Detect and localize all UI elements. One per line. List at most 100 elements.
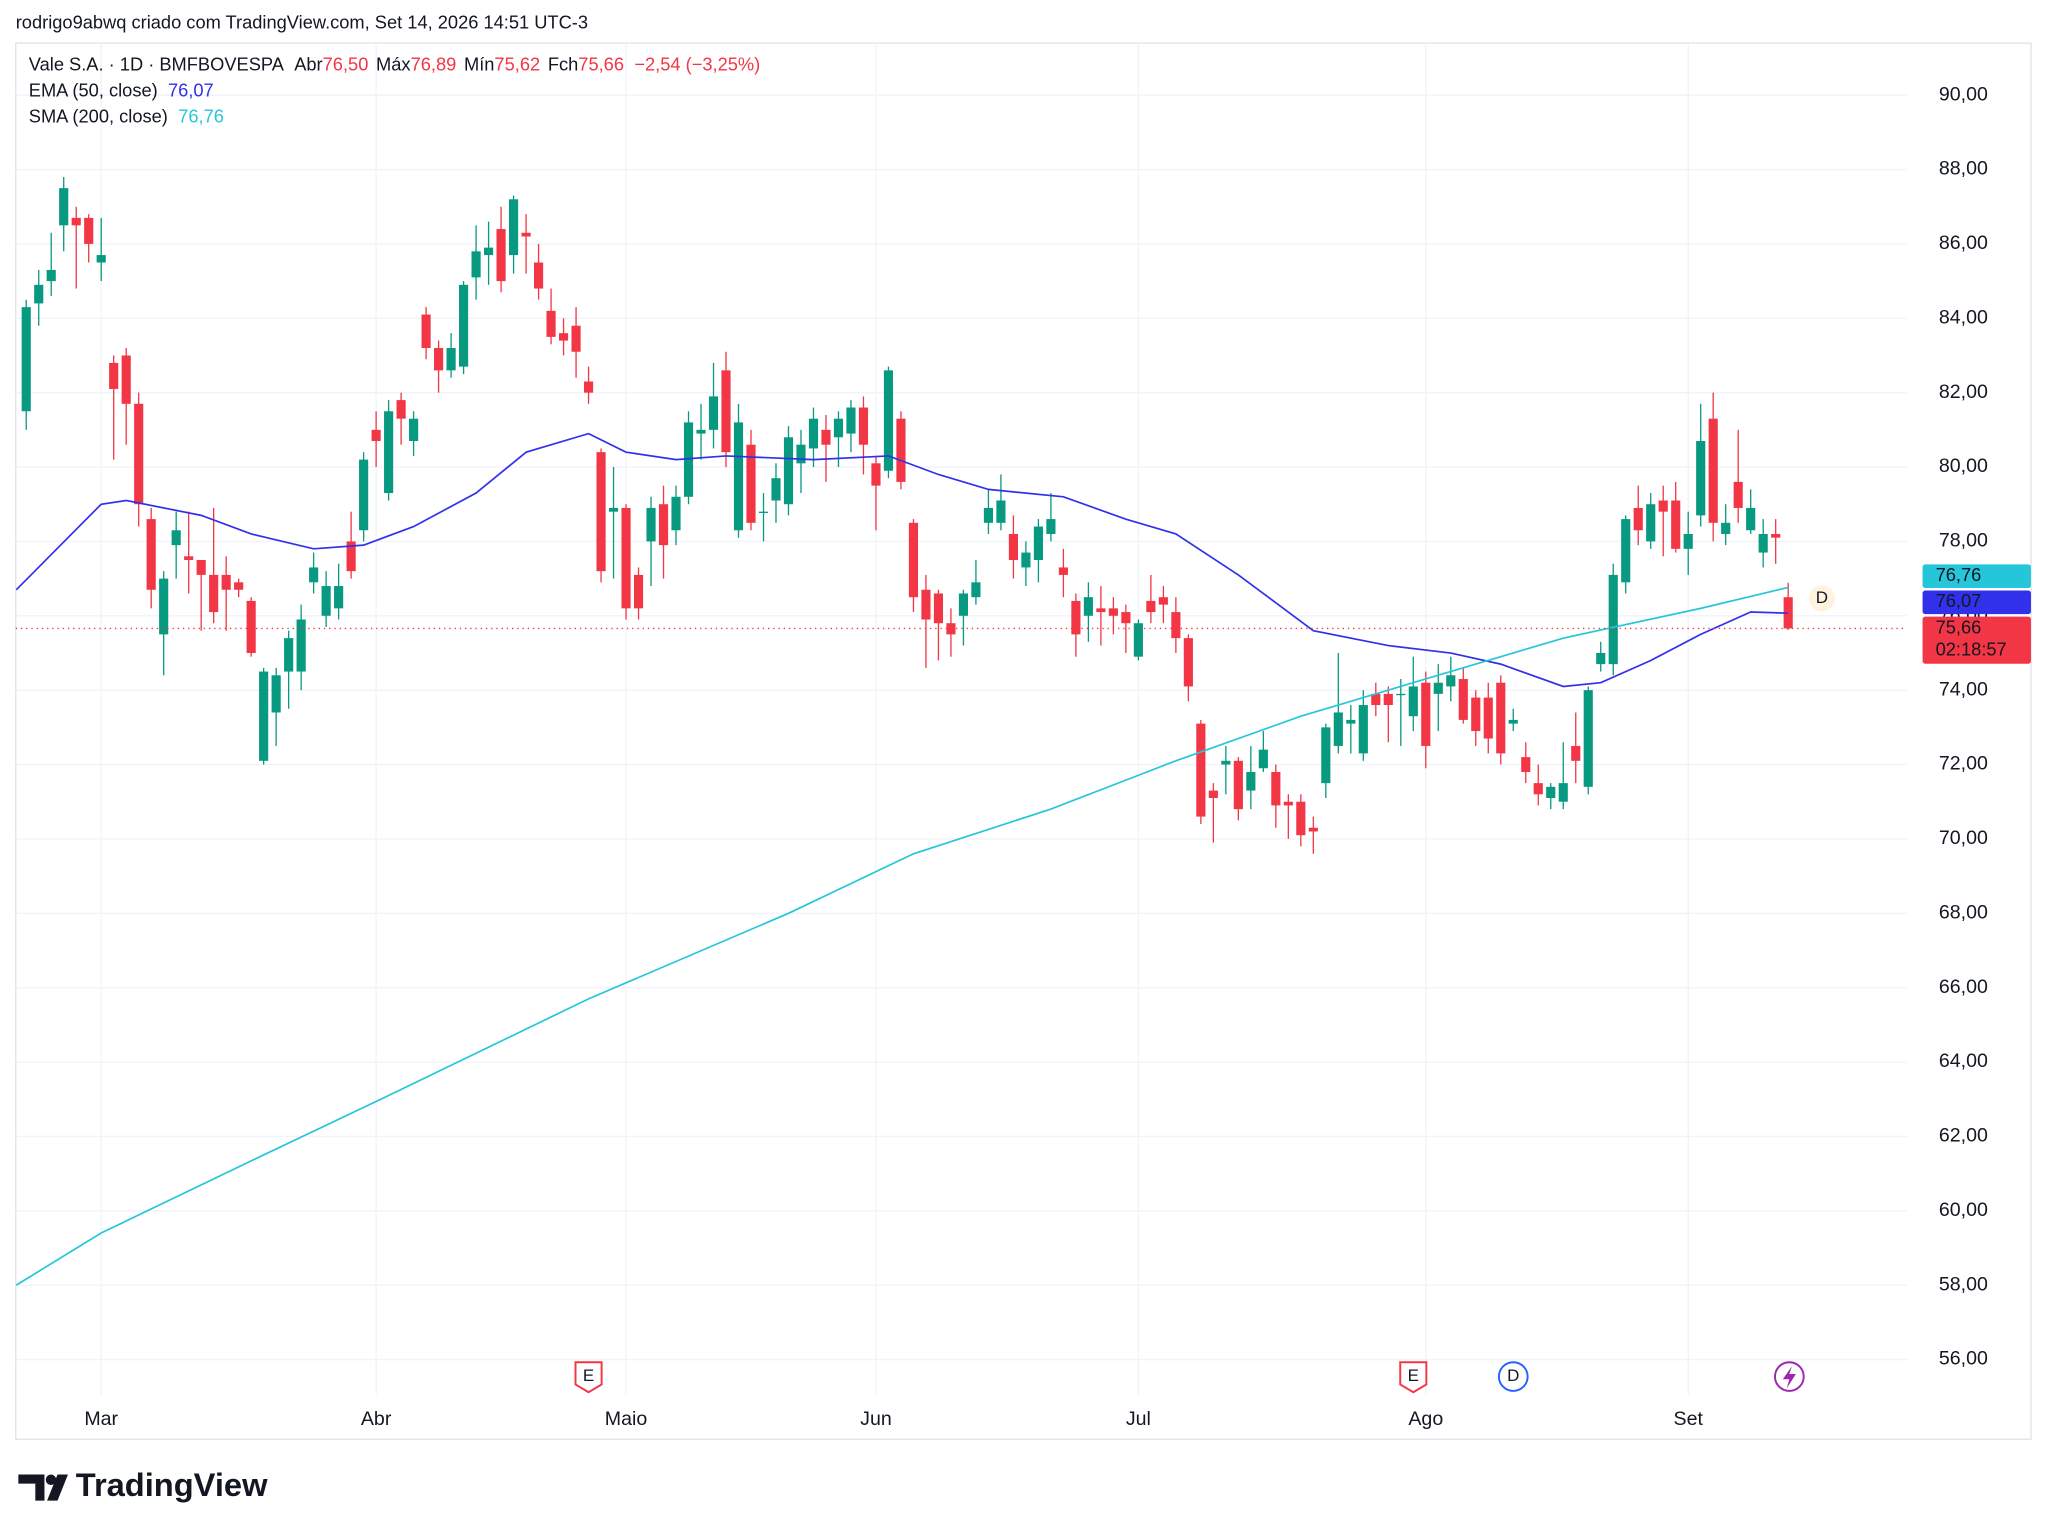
candle-body bbox=[1321, 727, 1331, 784]
candle-body bbox=[34, 284, 44, 304]
countdown: 02:18:57 bbox=[1936, 638, 2007, 659]
candle-body bbox=[1658, 500, 1668, 512]
candle-body bbox=[1196, 723, 1206, 817]
candle-body bbox=[1183, 638, 1193, 687]
price-label-box bbox=[1922, 590, 2031, 615]
candle-body bbox=[558, 333, 569, 341]
logo-part bbox=[45, 1474, 57, 1485]
candle-body bbox=[1333, 712, 1343, 746]
candle-body bbox=[958, 593, 969, 616]
candle-body bbox=[121, 355, 131, 404]
ohlc-label: Abr bbox=[294, 53, 322, 74]
candle-body bbox=[858, 407, 869, 445]
ohlc-value: 75,66 bbox=[578, 53, 624, 74]
candle-body bbox=[1271, 771, 1281, 806]
candle-body bbox=[1371, 693, 1381, 706]
candle-body bbox=[733, 422, 744, 531]
candle-body bbox=[1408, 686, 1418, 717]
candle-body bbox=[583, 381, 594, 393]
candle-body bbox=[234, 582, 244, 590]
line-value: 76,07 bbox=[168, 79, 214, 100]
candle-body bbox=[1733, 481, 1743, 508]
candle-body bbox=[1646, 504, 1656, 542]
y-tick-label: 80,00 bbox=[1939, 455, 1988, 477]
candle-body bbox=[1471, 697, 1481, 732]
candle-body bbox=[796, 444, 806, 464]
ohlc-label: Máx bbox=[376, 53, 411, 74]
y-tick-label: 88,00 bbox=[1939, 158, 1988, 180]
candle-body bbox=[808, 418, 819, 449]
candle-body bbox=[533, 262, 544, 289]
ohlc-value: 76,50 bbox=[323, 53, 369, 74]
candle-body bbox=[459, 284, 469, 367]
candle-body bbox=[1146, 600, 1156, 613]
candle-body bbox=[1008, 533, 1018, 561]
legend-line: SMA (200, close) 76,76 bbox=[29, 105, 224, 126]
candle-body bbox=[346, 541, 356, 572]
candle-body bbox=[246, 600, 256, 653]
candle-body bbox=[521, 232, 531, 237]
y-tick-label: 62,00 bbox=[1939, 1125, 1988, 1147]
candle-body bbox=[633, 574, 644, 609]
candle-body bbox=[1708, 418, 1718, 523]
candle-body bbox=[484, 247, 494, 256]
plot bbox=[15, 176, 1793, 1286]
candle-body bbox=[883, 370, 894, 471]
candle-body bbox=[1071, 600, 1081, 635]
y-tick-label: 90,00 bbox=[1939, 83, 1988, 105]
candle-body bbox=[1633, 507, 1643, 531]
line-value: 76,76 bbox=[178, 105, 224, 126]
candle-body bbox=[783, 437, 794, 505]
candle-body bbox=[209, 574, 219, 613]
candle-body bbox=[896, 418, 906, 482]
indicator-line bbox=[15, 432, 1789, 688]
ohlc-label: Fch bbox=[548, 53, 578, 74]
logo-part bbox=[18, 1474, 45, 1501]
candle-body bbox=[1121, 612, 1131, 624]
candle-body bbox=[21, 307, 31, 412]
legend-line: EMA (50, close) 76,07 bbox=[29, 79, 214, 100]
candle-body bbox=[1496, 682, 1506, 754]
candle-body bbox=[1596, 652, 1606, 665]
candle-body bbox=[1046, 519, 1056, 534]
candle-body bbox=[1058, 567, 1068, 575]
candle-body bbox=[721, 370, 731, 453]
candle-body bbox=[1021, 552, 1031, 568]
symbol-title: Vale S.A. · 1D · BMFBOVESPA bbox=[29, 53, 285, 74]
candle-body bbox=[608, 507, 619, 512]
candle-body bbox=[983, 507, 993, 523]
candle-body bbox=[196, 560, 206, 575]
candle-body bbox=[758, 511, 769, 513]
y-tick-label: 84,00 bbox=[1939, 306, 1988, 328]
price-label-box bbox=[1922, 616, 2031, 664]
candle-body bbox=[833, 418, 844, 438]
ohlc-value: 75,62 bbox=[494, 53, 540, 74]
candle-body bbox=[996, 500, 1006, 523]
candle-body bbox=[908, 522, 919, 598]
candle-body bbox=[84, 217, 94, 244]
candle-body bbox=[259, 671, 269, 761]
price-label: 75,66 bbox=[1936, 616, 1982, 637]
candle-body bbox=[1258, 749, 1268, 769]
candle-body bbox=[821, 429, 831, 445]
candle-body bbox=[96, 255, 106, 263]
candle-body bbox=[1246, 771, 1256, 791]
next-event-label: D bbox=[1816, 588, 1828, 607]
brand: TradingView bbox=[76, 1466, 268, 1503]
candle-body bbox=[683, 422, 694, 497]
candle-body bbox=[1546, 786, 1556, 799]
y-tick-label: 86,00 bbox=[1939, 232, 1988, 254]
frame bbox=[15, 42, 2032, 1440]
candle-body bbox=[1158, 597, 1168, 605]
candle-body bbox=[771, 478, 781, 501]
candle-body bbox=[359, 459, 369, 531]
x-tick-label: Maio bbox=[605, 1408, 648, 1430]
candle-body bbox=[621, 507, 631, 609]
x-tick-label: Mar bbox=[84, 1408, 118, 1430]
candle-body bbox=[1358, 705, 1368, 754]
candle-body bbox=[134, 403, 144, 505]
indicator-line bbox=[15, 586, 1789, 1286]
candle-body bbox=[1458, 679, 1468, 720]
